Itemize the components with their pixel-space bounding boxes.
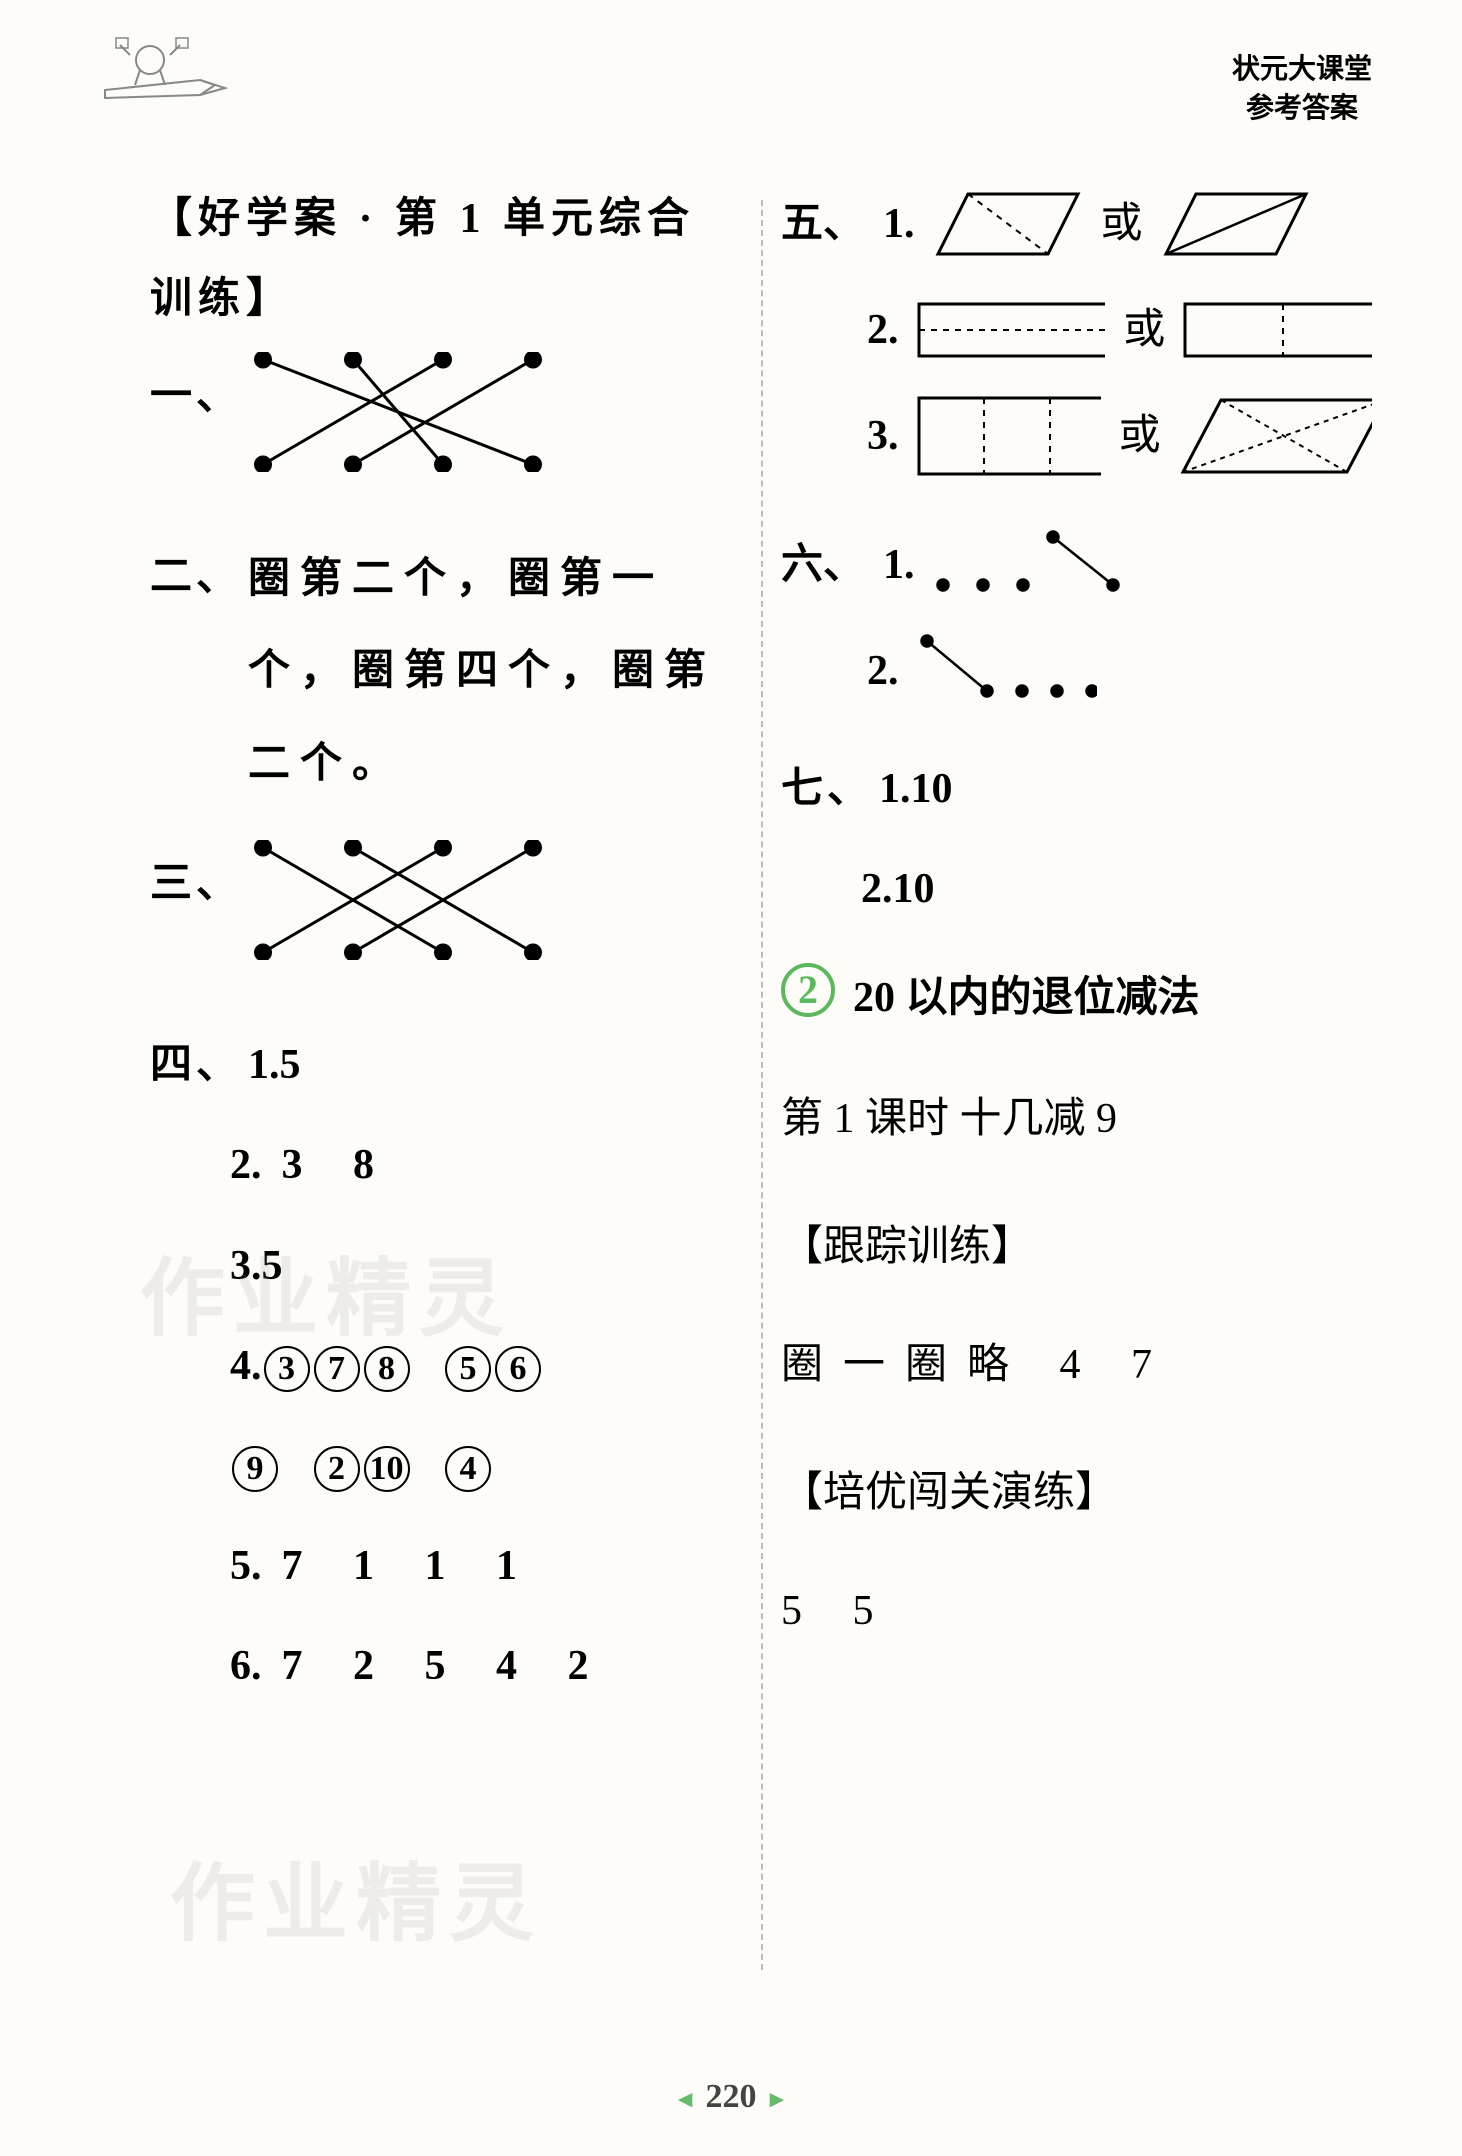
- seven-2: 2.10: [861, 845, 1372, 933]
- left-column: 【好学案 · 第 1 单元综合训练】 一、: [120, 180, 761, 2030]
- matching-diagram-2: [248, 840, 741, 991]
- five-1-sep: 或: [1101, 180, 1143, 268]
- four-1: 1.5: [248, 1021, 741, 1109]
- four-content: 1.5: [248, 1021, 741, 1109]
- four-4: 4.378 56: [230, 1322, 741, 1410]
- parallelogram-dashed-icon: [933, 189, 1083, 259]
- dots-line-2-icon: [917, 633, 1097, 708]
- track-text: 圈一圈略 4 7: [781, 1321, 1372, 1409]
- circled-8: 8: [364, 1346, 410, 1392]
- triangle-right-icon: ►: [765, 2087, 789, 2113]
- chapter-heading: 2 20 以内的退位减法: [781, 963, 1372, 1034]
- item-five-2: 2. 或: [867, 286, 1372, 374]
- five-1-n: 1.: [883, 180, 915, 268]
- label-two: 二、: [150, 533, 242, 621]
- circled-10: 10: [364, 1446, 410, 1492]
- item-one: 一、: [150, 352, 741, 503]
- item-four: 四、 1.5: [150, 1021, 741, 1109]
- label-three: 三、: [150, 840, 242, 928]
- five-2-n: 2.: [867, 286, 899, 374]
- header-title-line2: 参考答案: [1232, 89, 1372, 128]
- section-title-left: 【好学案 · 第 1 单元综合训练】: [150, 180, 741, 340]
- label-seven: 七、: [781, 745, 873, 833]
- five-3-n: 3.: [867, 392, 899, 480]
- item-two: 二、 圈第二个，圈第一个，圈第四个，圈第二个。: [150, 533, 741, 810]
- peiyou-title: 【培优闯关演练】: [781, 1449, 1372, 1537]
- circled-6: 6: [495, 1346, 541, 1392]
- parallelogram-solid-icon: [1161, 189, 1311, 259]
- four-3: 3.5: [230, 1222, 741, 1310]
- header-pencil-icon: [100, 30, 240, 110]
- circled-7: 7: [314, 1346, 360, 1392]
- column-divider: [761, 200, 763, 1970]
- triangle-left-icon: ◄: [673, 2087, 697, 2113]
- item-five-3: 3. 或: [867, 392, 1372, 480]
- chapter-number-badge: 2: [781, 963, 835, 1017]
- circled-5: 5: [445, 1346, 491, 1392]
- four-5: 5.7 1 1 1: [230, 1522, 741, 1610]
- label-five: 五、: [781, 180, 865, 268]
- page: 状元大课堂 参考答案 【好学案 · 第 1 单元综合训练】 一、: [0, 0, 1462, 2156]
- track-title: 【跟踪训练】: [781, 1203, 1372, 1291]
- four-6: 6.7 2 5 4 2: [230, 1622, 741, 1710]
- circled-9: 9: [232, 1446, 278, 1492]
- matching-diagram-1: [248, 352, 741, 503]
- label-four: 四、: [150, 1021, 242, 1109]
- peiyou-text: 5 5: [781, 1567, 1372, 1655]
- header-title: 状元大课堂 参考答案: [1232, 50, 1372, 128]
- page-number-value: 220: [706, 2078, 757, 2115]
- label-one: 一、: [150, 352, 242, 440]
- four-4-line2: 9 210 4: [230, 1422, 741, 1510]
- five-3-sep: 或: [1119, 392, 1161, 480]
- text-two: 圈第二个，圈第一个，圈第四个，圈第二个。: [248, 533, 741, 810]
- five-2-sep: 或: [1123, 286, 1165, 374]
- content-area: 【好学案 · 第 1 单元综合训练】 一、: [120, 180, 1402, 2030]
- page-number: ◄ 220 ►: [673, 2078, 789, 2116]
- item-six-2: 2.: [867, 627, 1372, 715]
- parallelogram-xdash-icon: [1179, 396, 1372, 476]
- item-six-1: 六、 1.: [781, 521, 1372, 609]
- six-1-n: 1.: [883, 521, 915, 609]
- chapter-title: 20 以内的退位减法: [853, 963, 1200, 1034]
- circled-4: 4: [445, 1446, 491, 1492]
- rect-hdash-icon: [917, 302, 1106, 358]
- four-2: 2.3 8: [230, 1121, 741, 1209]
- item-seven: 七、 1.10: [781, 745, 1372, 833]
- circled-2: 2: [314, 1446, 360, 1492]
- six-2-n: 2.: [867, 627, 899, 715]
- item-three: 三、: [150, 840, 741, 991]
- rect-vdash-icon: [1183, 302, 1372, 358]
- header-title-line1: 状元大课堂: [1232, 50, 1372, 89]
- item-five-1: 五、 1. 或: [781, 180, 1372, 268]
- right-column: 五、 1. 或 2. 或: [761, 180, 1402, 2030]
- dots-line-1-icon: [933, 527, 1133, 602]
- rect-thirds-icon: [917, 396, 1101, 476]
- lesson-title: 第 1 课时 十几减 9: [781, 1075, 1372, 1163]
- circled-3: 3: [264, 1346, 310, 1392]
- label-six: 六、: [781, 521, 865, 609]
- seven-1: 1.10: [879, 745, 1372, 833]
